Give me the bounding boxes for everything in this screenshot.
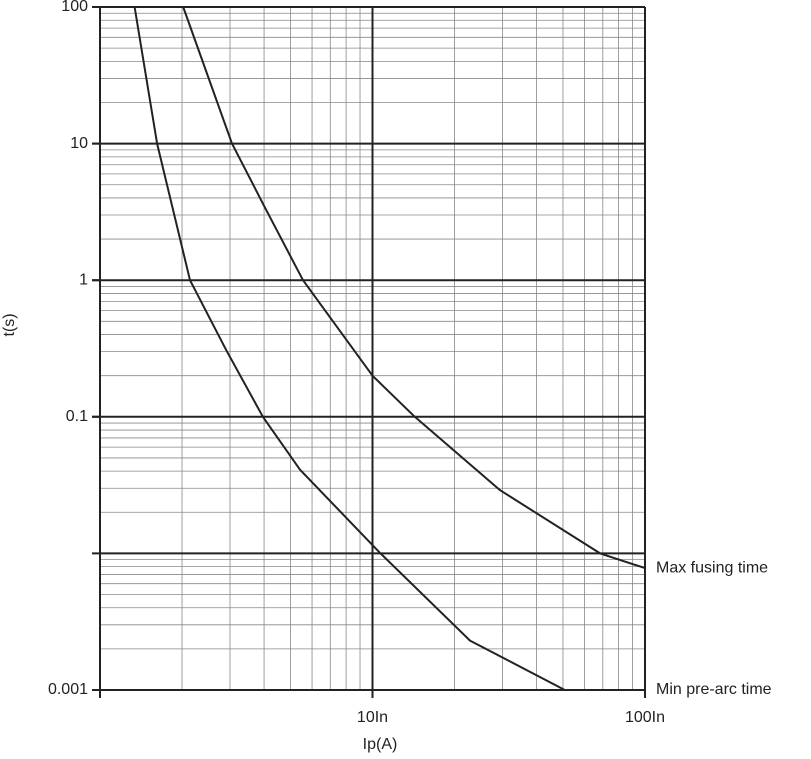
x-tick-label: 100In bbox=[625, 709, 665, 726]
y-tick-label: 100 bbox=[61, 0, 88, 15]
curve bbox=[182, 6, 646, 570]
x-tick-label: 10In bbox=[357, 709, 388, 726]
y-tick-label: 0.1 bbox=[66, 408, 88, 425]
curve-label: Min pre-arc time bbox=[656, 681, 772, 698]
curve-label: Max fusing time bbox=[656, 559, 768, 576]
y-tick-label: 1 bbox=[79, 271, 88, 288]
y-tick-label: 10 bbox=[70, 135, 88, 152]
curve bbox=[133, 6, 566, 691]
y-axis-label: t(s) bbox=[1, 313, 18, 336]
y-tick-label: 0.001 bbox=[48, 681, 88, 698]
x-axis-label: Ip(A) bbox=[363, 736, 398, 753]
